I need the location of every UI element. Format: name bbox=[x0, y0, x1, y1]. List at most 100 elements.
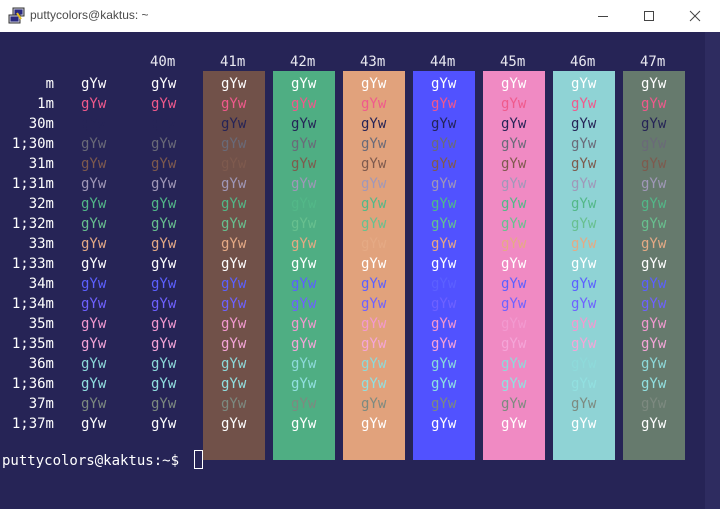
row-label: 1;31m bbox=[11, 176, 54, 192]
row-label: 1;35m bbox=[11, 336, 54, 352]
row-label: 1;34m bbox=[11, 296, 54, 312]
color-sample: gYw bbox=[361, 136, 387, 152]
color-sample: gYw bbox=[501, 256, 527, 272]
color-sample: gYw bbox=[81, 156, 107, 172]
scrollbar[interactable] bbox=[705, 32, 720, 509]
color-sample: gYw bbox=[431, 176, 457, 192]
color-sample: gYw bbox=[431, 396, 457, 412]
row-label: m bbox=[45, 76, 54, 92]
color-sample: gYw bbox=[151, 236, 177, 252]
color-sample: gYw bbox=[571, 156, 597, 172]
color-sample: gYw bbox=[151, 76, 177, 92]
close-icon bbox=[689, 10, 701, 22]
color-sample: gYw bbox=[361, 236, 387, 252]
color-sample: gYw bbox=[361, 116, 387, 132]
color-sample: gYw bbox=[151, 96, 177, 112]
color-sample: gYw bbox=[361, 376, 387, 392]
color-sample: gYw bbox=[151, 156, 177, 172]
color-sample: gYw bbox=[291, 236, 317, 252]
color-sample: gYw bbox=[291, 76, 317, 92]
color-sample: gYw bbox=[361, 76, 387, 92]
color-sample: gYw bbox=[361, 316, 387, 332]
color-sample: gYw bbox=[291, 136, 317, 152]
color-sample: gYw bbox=[81, 356, 107, 372]
color-sample: gYw bbox=[361, 96, 387, 112]
color-sample: gYw bbox=[81, 276, 107, 292]
bg-column-42m bbox=[273, 71, 335, 460]
color-sample: gYw bbox=[641, 156, 667, 172]
row-label: 1;37m bbox=[11, 416, 54, 432]
color-sample: gYw bbox=[221, 336, 247, 352]
color-sample: gYw bbox=[361, 356, 387, 372]
color-sample: gYw bbox=[361, 396, 387, 412]
column-header: 40m bbox=[150, 54, 176, 70]
color-sample: gYw bbox=[431, 276, 457, 292]
close-button[interactable] bbox=[672, 0, 718, 32]
color-sample: gYw bbox=[221, 196, 247, 212]
color-sample: gYw bbox=[501, 196, 527, 212]
color-sample: gYw bbox=[221, 416, 247, 432]
color-sample: gYw bbox=[81, 416, 107, 432]
color-sample: gYw bbox=[431, 316, 457, 332]
terminal-area[interactable]: 40m 41m 42m 43m 44m 45m 46m 47m m gYw gYw gYw gYw gYw… bbox=[0, 32, 705, 509]
color-sample: gYw bbox=[501, 416, 527, 432]
color-sample: gYw bbox=[501, 296, 527, 312]
color-sample: gYw bbox=[431, 216, 457, 232]
minimize-button[interactable] bbox=[580, 0, 626, 32]
row-label: 37m bbox=[28, 396, 54, 412]
color-sample: gYw bbox=[291, 156, 317, 172]
color-sample: gYw bbox=[221, 356, 247, 372]
color-sample: gYw bbox=[431, 196, 457, 212]
color-sample: gYw bbox=[151, 376, 177, 392]
color-sample: gYw bbox=[571, 236, 597, 252]
color-sample: gYw bbox=[501, 96, 527, 112]
color-sample: gYw bbox=[431, 96, 457, 112]
color-sample: gYw bbox=[221, 396, 247, 412]
color-sample: gYw bbox=[431, 376, 457, 392]
color-sample: gYw bbox=[151, 356, 177, 372]
color-sample: gYw bbox=[151, 316, 177, 332]
color-sample: gYw bbox=[431, 156, 457, 172]
color-sample: gYw bbox=[431, 256, 457, 272]
row-label: 32m bbox=[28, 196, 54, 212]
color-sample: gYw bbox=[151, 396, 177, 412]
color-sample: gYw bbox=[431, 336, 457, 352]
window-title: puttycolors@kaktus: ~ bbox=[30, 8, 149, 22]
color-sample: gYw bbox=[361, 276, 387, 292]
row-label: 34m bbox=[28, 276, 54, 292]
title-bar[interactable]: puttycolors@kaktus: ~ bbox=[0, 0, 720, 33]
color-sample: gYw bbox=[81, 216, 107, 232]
color-sample: gYw bbox=[501, 316, 527, 332]
color-sample: gYw bbox=[571, 76, 597, 92]
color-sample: gYw bbox=[221, 276, 247, 292]
color-sample: gYw bbox=[431, 116, 457, 132]
color-sample: gYw bbox=[221, 236, 247, 252]
color-sample: gYw bbox=[151, 276, 177, 292]
bg-column-41m bbox=[203, 71, 265, 460]
color-sample: gYw bbox=[571, 416, 597, 432]
column-header: 43m bbox=[360, 54, 386, 70]
color-sample: gYw bbox=[151, 196, 177, 212]
color-sample: gYw bbox=[571, 136, 597, 152]
color-sample: gYw bbox=[291, 256, 317, 272]
color-sample: gYw bbox=[81, 316, 107, 332]
color-sample: gYw bbox=[501, 236, 527, 252]
color-sample: gYw bbox=[221, 136, 247, 152]
color-sample: gYw bbox=[81, 96, 107, 112]
color-sample: gYw bbox=[151, 256, 177, 272]
color-sample: gYw bbox=[641, 316, 667, 332]
row-label: 36m bbox=[28, 356, 54, 372]
color-sample: gYw bbox=[641, 296, 667, 312]
color-sample: gYw bbox=[571, 276, 597, 292]
putty-icon[interactable] bbox=[8, 7, 26, 25]
color-sample: gYw bbox=[431, 296, 457, 312]
color-sample: gYw bbox=[641, 256, 667, 272]
color-sample: gYw bbox=[641, 336, 667, 352]
color-sample: gYw bbox=[361, 416, 387, 432]
color-sample: gYw bbox=[501, 156, 527, 172]
maximize-icon bbox=[644, 11, 654, 21]
color-sample: gYw bbox=[641, 276, 667, 292]
maximize-button[interactable] bbox=[626, 0, 672, 32]
color-sample: gYw bbox=[501, 336, 527, 352]
color-sample: gYw bbox=[501, 176, 527, 192]
